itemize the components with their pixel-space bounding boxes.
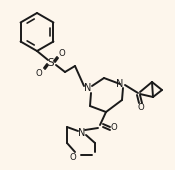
Text: N: N bbox=[78, 128, 86, 138]
Text: S: S bbox=[48, 58, 54, 68]
Text: O: O bbox=[36, 69, 42, 78]
Text: O: O bbox=[111, 123, 117, 132]
Text: O: O bbox=[138, 103, 144, 112]
Text: N: N bbox=[116, 79, 124, 89]
Text: O: O bbox=[70, 152, 76, 162]
Text: N: N bbox=[84, 83, 92, 93]
Text: O: O bbox=[59, 48, 65, 57]
